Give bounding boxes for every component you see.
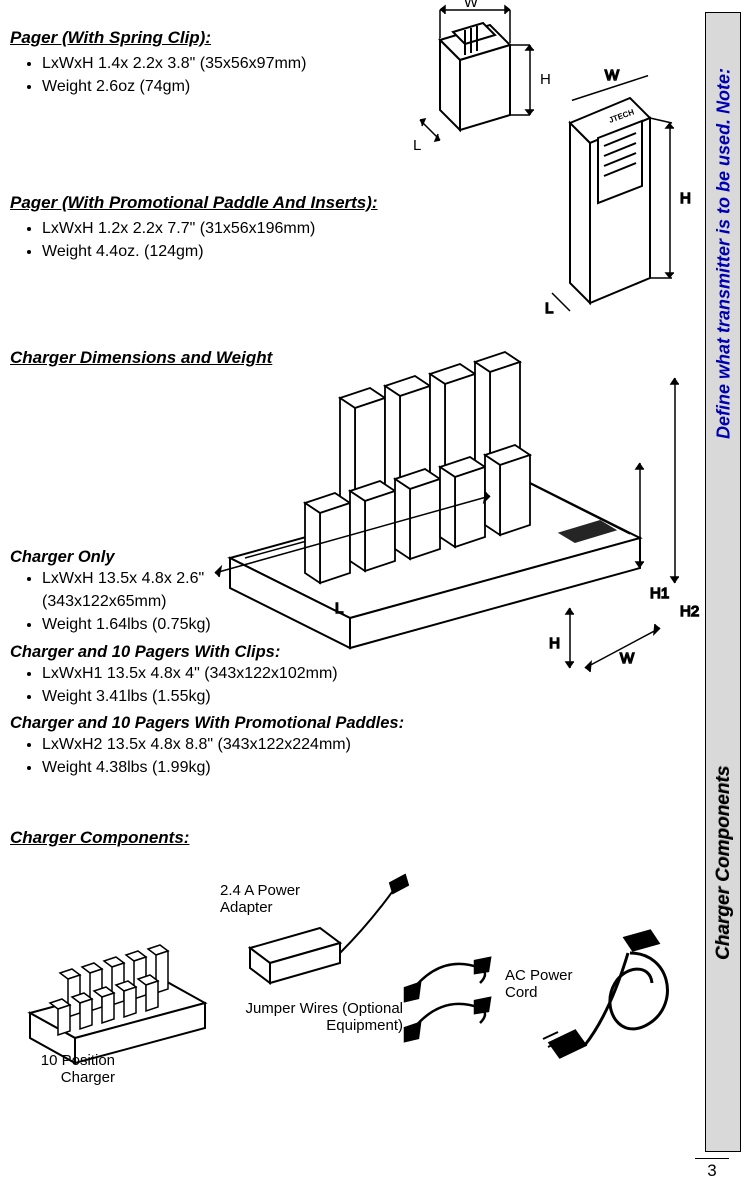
sidebar-title: Charger Components bbox=[706, 713, 741, 1013]
dim-h1-label: H1 bbox=[650, 585, 669, 602]
spec-item: LxWxH2 13.5x 4.8x 8.8" (343x122x224mm) bbox=[42, 733, 690, 756]
figure-pager-paddle: JTECH W H L bbox=[540, 68, 720, 338]
sidebar: Define what transmitter is to be used. N… bbox=[705, 12, 741, 1152]
component-charger-icon bbox=[30, 945, 205, 1063]
specs-charger-paddles: LxWxH2 13.5x 4.8x 8.8" (343x122x224mm) W… bbox=[20, 733, 690, 779]
dim-h-label: H bbox=[680, 190, 691, 207]
page: Pager (With Spring Clip): LxWxH 1.4x 2.2… bbox=[0, 0, 741, 1187]
label-power-adapter: 2.4 A Power Adapter bbox=[220, 883, 340, 916]
section-pager-paddle: Pager (With Promotional Paddle And Inser… bbox=[10, 193, 690, 348]
dim-l-label: L bbox=[413, 137, 421, 154]
dim-w-label: W bbox=[620, 650, 635, 667]
component-jumper-wires-icon bbox=[405, 958, 490, 1041]
dim-l-label: L bbox=[335, 600, 343, 617]
section-charger-dims: Charger Dimensions and Weight bbox=[10, 348, 690, 828]
label-jumper-wires: Jumper Wires (Optional Equipment) bbox=[228, 1001, 403, 1034]
label-10-position-charger: 10 Position Charger bbox=[10, 1053, 115, 1086]
heading-charger-components: Charger Components: bbox=[10, 828, 690, 848]
figure-charger-components: 10 Position Charger 2.4 A Power Adapter … bbox=[10, 853, 690, 1103]
label-ac-power-cord: AC Power Cord bbox=[505, 968, 595, 1001]
subheading-charger-paddles: Charger and 10 Pagers With Promotional P… bbox=[10, 714, 690, 733]
dim-h2-label: H2 bbox=[680, 603, 699, 620]
content-area: Pager (With Spring Clip): LxWxH 1.4x 2.2… bbox=[10, 0, 690, 1160]
dim-w-label: W bbox=[464, 0, 479, 11]
dim-h-label: H bbox=[549, 635, 560, 652]
section-charger-components: Charger Components: bbox=[10, 828, 690, 1128]
figure-charger-rack: L H W H1 bbox=[190, 358, 690, 708]
page-number: 3 bbox=[695, 1158, 729, 1181]
spec-item: Weight 4.38lbs (1.99kg) bbox=[42, 756, 690, 779]
sidebar-note: Define what transmitter is to be used. N… bbox=[706, 33, 741, 473]
dim-w-label: W bbox=[605, 67, 620, 84]
dim-l-label: L bbox=[545, 300, 553, 317]
